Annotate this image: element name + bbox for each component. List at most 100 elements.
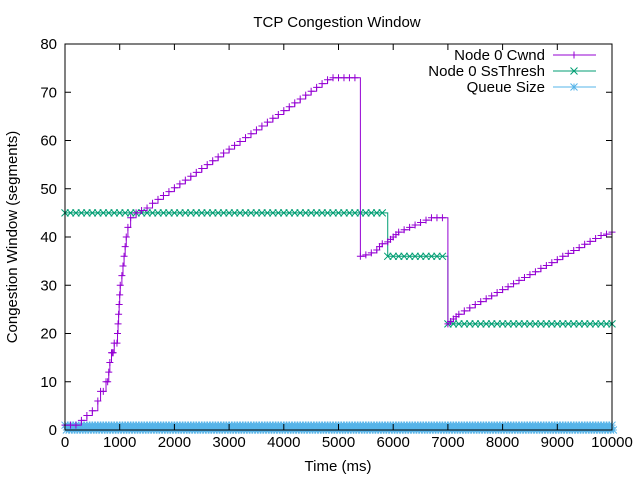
series-ssthresh-point (476, 319, 485, 328)
series-cwnd-point (285, 103, 293, 111)
series-cwnd-point (493, 288, 501, 296)
series-ssthresh-point (203, 209, 212, 217)
series-ssthresh-point (279, 209, 288, 217)
series-cwnd-point (455, 310, 463, 318)
series-cwnd-point (477, 298, 485, 306)
series-cwnd-point (77, 416, 85, 424)
series-cwnd-point (159, 192, 167, 200)
series-ssthresh-point (383, 252, 392, 261)
series-ssthresh-point (93, 209, 102, 217)
series-cwnd-point (395, 228, 403, 236)
x-tick-label: 6000 (377, 434, 410, 451)
series-ssthresh-point (312, 209, 321, 217)
series-ssthresh-point (471, 319, 480, 328)
series-ssthresh-point (378, 209, 387, 217)
series-cwnd-point (120, 252, 128, 260)
series-cwnd-point (586, 237, 594, 245)
series-cwnd-point (119, 262, 127, 270)
series-ssthresh-point (460, 319, 469, 328)
series-cwnd-point (471, 301, 479, 309)
series-ssthresh-point (520, 319, 529, 328)
series-ssthresh-point (422, 252, 430, 261)
series-ssthresh-point (427, 252, 436, 261)
series-cwnd-point (83, 412, 91, 420)
series-ssthresh-point (301, 209, 310, 217)
series-cwnd-point (109, 349, 117, 357)
series-ssthresh-point (258, 209, 266, 217)
series-ssthresh-point (296, 209, 305, 217)
series-cwnd-point (438, 214, 446, 222)
series-cwnd-point (209, 157, 217, 165)
series-cwnd-point (154, 195, 162, 203)
series-ssthresh-point (367, 209, 376, 217)
series-queue-size (61, 421, 618, 434)
series-cwnd-point (362, 251, 370, 259)
series-ssthresh-point (252, 209, 261, 217)
series-cwnd-point (510, 280, 518, 288)
series-ssthresh-point (66, 209, 75, 217)
y-tick-label: 10 (40, 374, 57, 391)
y-tick-label: 0 (49, 422, 57, 439)
series-cwnd-point (114, 330, 122, 337)
series-ssthresh-point (285, 209, 294, 217)
series-ssthresh-point (334, 209, 343, 217)
series-cwnd-point (318, 80, 326, 88)
series-cwnd-point (106, 358, 114, 366)
series-cwnd-point (220, 149, 228, 157)
y-tick-label: 20 (40, 326, 57, 343)
legend-label: Queue Size (467, 79, 545, 96)
y-tick-label: 30 (40, 277, 57, 294)
series-ssthresh-point (400, 252, 408, 261)
series-ssthresh-point (553, 319, 562, 328)
series-ssthresh-point (115, 209, 124, 217)
series-cwnd-point (526, 271, 534, 279)
series-ssthresh-point (558, 319, 567, 328)
series-ssthresh-point (186, 209, 195, 217)
series-cwnd-point (170, 184, 178, 192)
series-cwnd-point (542, 261, 550, 269)
series-ssthresh-point (537, 319, 545, 328)
series-cwnd-point (99, 387, 107, 395)
series-ssthresh-point (241, 209, 250, 217)
series-ssthresh-point (416, 252, 425, 261)
series-cwnd-point (499, 286, 507, 294)
series-ssthresh-point (345, 209, 354, 217)
series-ssthresh-point (77, 209, 86, 217)
series-cwnd-point (460, 307, 468, 315)
series-ssthresh-point (394, 252, 403, 261)
series-cwnd-point (356, 252, 364, 260)
series-cwnd-point (116, 281, 124, 289)
series-ssthresh-point (181, 209, 190, 217)
series-ssthresh-point (504, 319, 512, 328)
series-cwnd-point (603, 230, 611, 238)
series-cwnd-point (236, 137, 244, 145)
y-tick-label: 40 (40, 229, 57, 246)
series-ssthresh-point (176, 209, 184, 217)
series-ssthresh-point (323, 209, 332, 217)
series-cwnd (61, 74, 616, 429)
series-cwnd-point (127, 214, 135, 222)
legend-marker (570, 83, 578, 91)
series-ssthresh-point (389, 252, 398, 261)
series-cwnd-point (115, 301, 123, 309)
series-cwnd-point (313, 83, 321, 91)
series-cwnd-point (149, 199, 157, 207)
series-ssthresh-point (83, 209, 91, 217)
series-cwnd-point (263, 118, 271, 126)
series-cwnd-point (116, 291, 124, 299)
series-ssthresh-point (361, 209, 370, 217)
y-axis-title: Congestion Window (segments) (4, 131, 21, 344)
series-ssthresh-point (219, 209, 228, 217)
series-ssthresh-point (586, 319, 594, 328)
series-cwnd-point (181, 176, 189, 184)
series-cwnd-point (406, 223, 414, 231)
series-ssthresh-point (148, 209, 157, 217)
series-ssthresh-point (602, 319, 611, 328)
x-tick-label: 8000 (486, 434, 519, 451)
series-cwnd-point (592, 234, 600, 242)
series-ssthresh-point (88, 209, 97, 217)
series-cwnd-point (121, 243, 129, 251)
queue-size-point (609, 426, 618, 434)
series-ssthresh-point (121, 209, 130, 217)
